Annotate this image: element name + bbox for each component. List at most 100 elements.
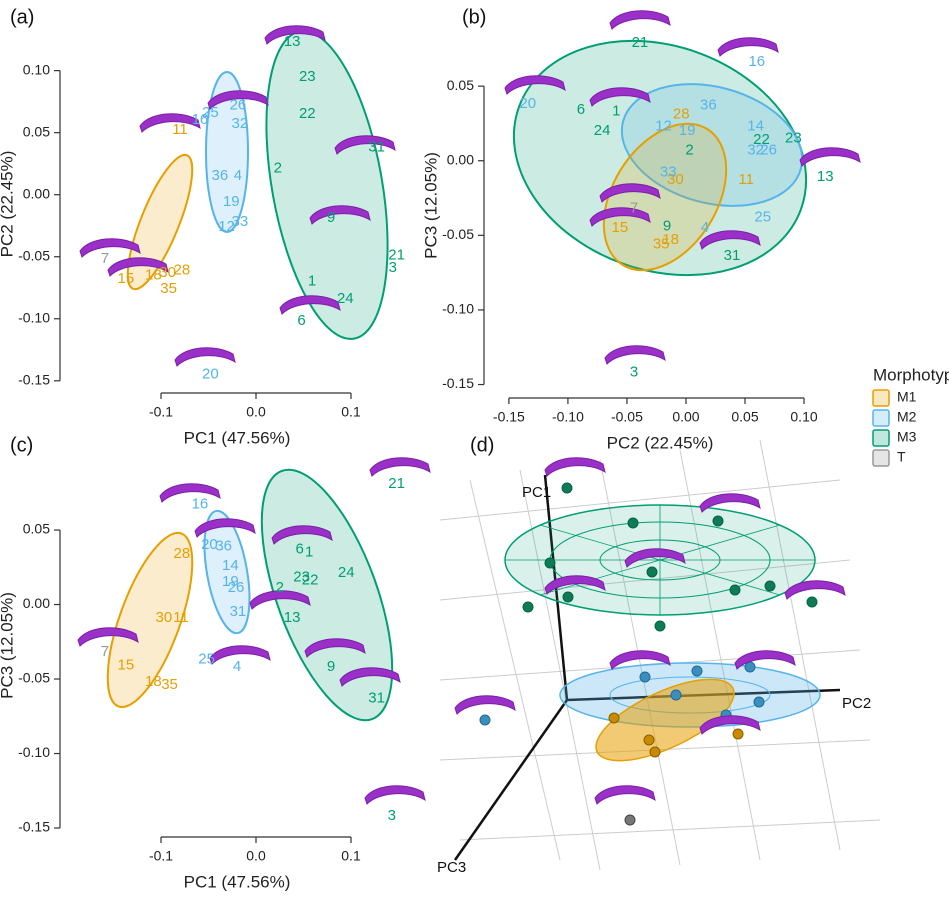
point-label: 30 <box>667 171 684 188</box>
legend-swatch <box>872 389 890 407</box>
x-tick-label: 0.10 <box>790 409 817 425</box>
point-label: 3 <box>388 807 396 824</box>
point-label: 6 <box>296 540 304 557</box>
y-tick-label: 0.05 <box>23 521 50 537</box>
point-label: 13 <box>284 609 301 626</box>
point-label: 31 <box>368 689 385 706</box>
point-label: 36 <box>215 537 232 554</box>
point-label: 21 <box>388 246 405 263</box>
point-label: 31 <box>368 139 385 156</box>
legend-swatch <box>872 429 890 447</box>
point-label: 31 <box>724 247 741 264</box>
point-label: 30 <box>156 609 173 626</box>
point-label: 16 <box>748 53 765 70</box>
point-label: 35 <box>161 676 178 693</box>
x-tick-label: 0.1 <box>341 404 361 420</box>
point-label: 31 <box>230 603 247 620</box>
x-axis-title: PC1 (47.56%) <box>184 428 291 447</box>
point-label: 25 <box>198 651 215 668</box>
point-label: 14 <box>222 557 239 574</box>
x-tick-label: -0.10 <box>552 409 584 425</box>
y-tick-label: -0.10 <box>18 744 50 760</box>
point-label: 25 <box>754 208 771 225</box>
legend-label: T <box>897 449 906 465</box>
point-label: 9 <box>663 217 671 234</box>
point-label: 7 <box>101 250 109 267</box>
legend-title: Morphotype <box>873 365 949 384</box>
x-tick-label: 0.05 <box>731 409 758 425</box>
panel-label: (d) <box>470 434 494 456</box>
point-label: 19 <box>223 193 240 210</box>
y-tick-label: 0.00 <box>23 595 50 611</box>
legend-label: M1 <box>897 389 917 405</box>
point-label: 2 <box>276 579 284 596</box>
point-label: 32 <box>747 141 764 158</box>
point-label: 33 <box>232 213 249 230</box>
point-label: 32 <box>232 115 249 132</box>
y-tick-label: -0.15 <box>18 819 50 835</box>
panel-d-scene <box>439 439 881 871</box>
point-label: 20 <box>202 366 219 383</box>
point-label: 13 <box>284 33 301 50</box>
point-label: 1 <box>308 273 316 290</box>
point-label: 13 <box>817 168 834 185</box>
point-label: 28 <box>174 261 191 278</box>
point-label: 2 <box>685 141 693 158</box>
x-tick-label: 0.0 <box>246 848 266 864</box>
panel-label: (c) <box>10 434 33 456</box>
point-label: 1 <box>612 102 620 119</box>
y-tick-label: -0.15 <box>442 375 474 391</box>
y-tick-label: 0.05 <box>23 123 50 139</box>
x-axis-title: PC1 (47.56%) <box>184 872 291 891</box>
point-label: 11 <box>738 171 754 188</box>
x-tick-label: -0.1 <box>149 404 173 420</box>
point-label: 19 <box>222 573 239 590</box>
x-tick-label: 0.1 <box>341 848 361 864</box>
point-label: 21 <box>388 475 405 492</box>
point-label: 4 <box>701 219 709 236</box>
point-label: 26 <box>228 579 245 596</box>
legend-swatch <box>872 449 890 467</box>
x-tick-label: -0.05 <box>611 409 643 425</box>
point-label: 35 <box>653 235 670 252</box>
x-tick-label: -0.1 <box>149 848 173 864</box>
point-label: 20 <box>519 95 536 112</box>
point-label: 18 <box>145 673 162 690</box>
point-label: 15 <box>612 219 629 236</box>
point-label: 15 <box>118 270 135 287</box>
point-label: 1 <box>305 543 313 560</box>
point-label: 9 <box>327 658 335 675</box>
point-label: 15 <box>118 657 135 674</box>
axis-label-3d: PC3 <box>437 859 466 876</box>
y-tick-label: 0.00 <box>447 151 474 167</box>
point-label: 30 <box>159 264 176 281</box>
y-tick-label: 0.10 <box>23 61 50 77</box>
point-label: 16 <box>192 496 209 513</box>
point-label: 7 <box>630 199 638 216</box>
axis-label-3d: PC1 <box>522 484 551 501</box>
point-label: 4 <box>234 167 242 184</box>
point-label: 9 <box>327 209 335 226</box>
y-tick-label: -0.05 <box>18 670 50 686</box>
point-label: 21 <box>632 34 649 51</box>
legend-label: M2 <box>897 409 917 425</box>
point-label: 24 <box>338 564 355 581</box>
point-label: 12 <box>655 117 672 134</box>
point-label: 2 <box>274 160 282 177</box>
y-tick-label: -0.15 <box>18 371 50 387</box>
y-axis-title: PC3 (12.05%) <box>0 592 16 699</box>
y-tick-label: 0.05 <box>447 77 474 93</box>
point-label: 22 <box>753 131 770 148</box>
point-label: 36 <box>212 167 229 184</box>
panel-label: (a) <box>10 6 34 28</box>
x-axis-title: PC2 (22.45%) <box>607 433 714 452</box>
y-tick-label: -0.10 <box>18 309 50 325</box>
point-label: 33 <box>660 164 677 181</box>
point-label: 23 <box>293 569 310 586</box>
point-label: 11 <box>173 609 189 626</box>
point-label: 3 <box>389 259 397 276</box>
point-label: 18 <box>662 231 679 248</box>
point-label: 11 <box>172 121 188 138</box>
